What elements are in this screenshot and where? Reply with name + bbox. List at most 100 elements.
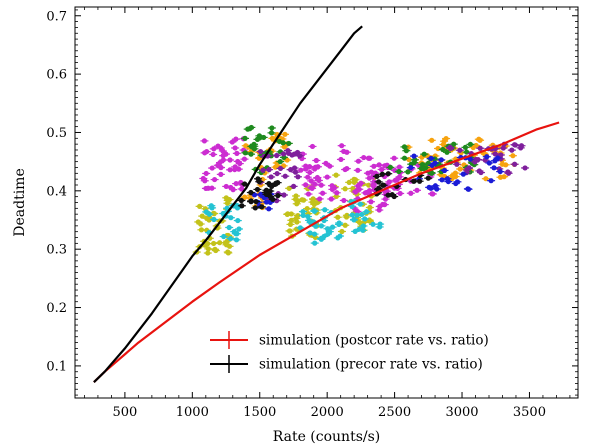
scatter-point [219, 157, 228, 163]
scatter-point [394, 168, 403, 175]
marker [438, 157, 444, 163]
marker [349, 212, 355, 218]
scatter-point [320, 207, 329, 213]
scatter-point [308, 199, 317, 205]
marker [308, 178, 314, 184]
scatter-point [256, 149, 265, 155]
scatter-point [337, 143, 346, 149]
scatter-point [208, 165, 217, 171]
scatter-point [295, 153, 304, 159]
scatter-point [286, 221, 295, 228]
scatter-point [455, 147, 464, 153]
scatter-point [406, 190, 415, 196]
marker [297, 153, 303, 159]
scatter-layer [192, 124, 530, 256]
marker [368, 199, 374, 205]
line-layer [93, 25, 560, 383]
scatter-point [353, 212, 362, 218]
scatter-point [312, 157, 321, 164]
marker [467, 141, 473, 147]
marker [356, 226, 362, 232]
scatter-point [296, 225, 305, 231]
marker [339, 228, 345, 235]
marker [411, 178, 417, 184]
scatter-point [290, 165, 299, 171]
marker [269, 183, 275, 189]
marker [367, 204, 373, 211]
scatter-point [424, 175, 433, 181]
marker [280, 151, 287, 157]
scatter-point [317, 236, 326, 242]
scatter-point [406, 164, 415, 171]
marker [338, 156, 344, 163]
marker [366, 187, 373, 194]
scatter-point [283, 147, 292, 154]
marker [429, 191, 435, 197]
line-series-0 [93, 121, 560, 383]
scatter-point [253, 186, 262, 193]
scatter-point [341, 186, 350, 192]
marker [324, 174, 330, 180]
scatter-point [303, 174, 312, 180]
scatter-point [328, 224, 337, 230]
scatter-point [363, 170, 372, 176]
marker [251, 146, 258, 152]
scatter-point [410, 153, 419, 159]
marker [223, 242, 230, 248]
marker [441, 167, 448, 174]
scatter-point [451, 180, 460, 187]
scatter-point [228, 139, 237, 145]
y-tick-label: 0.3 [46, 243, 67, 258]
marker [275, 193, 281, 199]
legend: simulation (postcor rate vs. ratio) simu… [200, 322, 572, 374]
marker [344, 212, 350, 218]
scatter-point [267, 130, 276, 136]
scatter-point [222, 183, 231, 190]
scatter-point [279, 192, 288, 198]
scatter-point [332, 172, 341, 178]
scatter-point [232, 237, 241, 243]
scatter-point [194, 219, 203, 225]
marker [460, 171, 466, 177]
marker [209, 165, 215, 171]
marker [465, 186, 472, 192]
marker [443, 135, 449, 142]
scatter-point [200, 138, 209, 144]
marker [439, 177, 445, 183]
scatter-point [437, 157, 446, 163]
scatter-point [284, 140, 293, 147]
marker [425, 160, 431, 166]
marker [282, 131, 288, 137]
scatter-point [464, 186, 473, 192]
scatter-point [273, 193, 282, 199]
marker [387, 164, 394, 170]
scatter-point [356, 180, 365, 186]
marker [363, 209, 370, 215]
scatter-point [381, 196, 390, 202]
marker [396, 168, 402, 175]
scatter-point [267, 183, 276, 189]
marker [285, 211, 291, 217]
scatter-point [366, 199, 375, 205]
marker [253, 198, 259, 205]
marker [457, 147, 463, 153]
scatter-point [380, 163, 389, 169]
marker [483, 176, 489, 182]
marker [259, 204, 265, 210]
scatter-point [328, 186, 337, 192]
marker [274, 152, 280, 159]
marker [304, 205, 310, 212]
marker [354, 208, 361, 215]
scatter-point [296, 167, 305, 173]
marker [295, 174, 301, 180]
marker [376, 162, 382, 168]
scatter-point [291, 169, 300, 175]
marker [329, 224, 336, 230]
scatter-point [419, 165, 428, 172]
marker [238, 197, 244, 204]
scatter-point [360, 216, 369, 222]
scatter-point [507, 147, 516, 153]
marker [280, 140, 286, 146]
scatter-point [341, 222, 350, 228]
marker [239, 203, 245, 209]
